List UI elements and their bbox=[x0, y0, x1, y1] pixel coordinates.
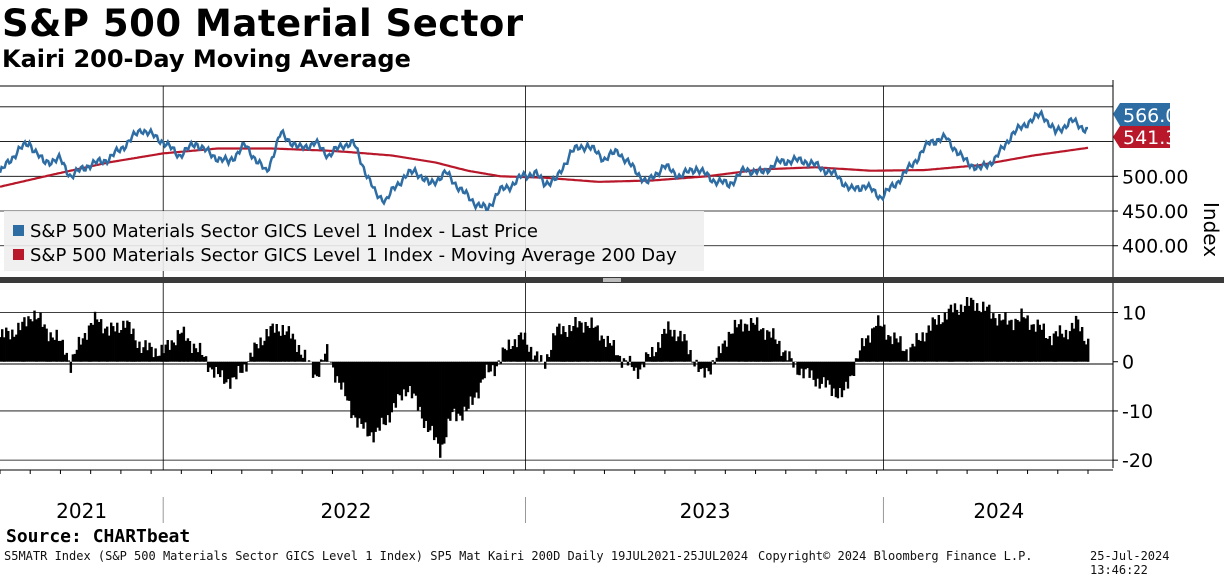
kairi-bar bbox=[540, 355, 542, 362]
lower-tick-label: 10 bbox=[1122, 303, 1146, 325]
kairi-bar bbox=[304, 350, 306, 362]
lower-tick-label: -10 bbox=[1122, 401, 1153, 423]
kairi-bar bbox=[905, 349, 907, 361]
legend-swatch-price bbox=[13, 225, 24, 236]
kairi-bar bbox=[629, 356, 631, 362]
kairi-bar bbox=[695, 360, 697, 362]
legend-label-price: S&P 500 Materials Sector GICS Level 1 In… bbox=[30, 221, 538, 242]
kairi-bar bbox=[205, 356, 207, 362]
kairi-bar bbox=[792, 362, 794, 368]
kairi-bar bbox=[536, 351, 538, 361]
kairi-bar bbox=[326, 344, 328, 362]
kairi-bar bbox=[68, 360, 70, 361]
footer-copyright: Copyright© 2024 Bloomberg Finance L.P. bbox=[758, 549, 1033, 563]
lower-axis-ticks: 10 0 -10 -20 bbox=[1113, 303, 1153, 473]
upper-tick-label: 450.00 bbox=[1122, 201, 1188, 223]
kairi-bar bbox=[245, 362, 247, 372]
upper-tick-label: 400.00 bbox=[1122, 236, 1188, 258]
x-tick-label: 2023 bbox=[680, 499, 731, 523]
kairi-bar bbox=[712, 360, 714, 362]
upper-axis-ticks: 400.00 450.00 500.00 bbox=[1113, 166, 1188, 257]
footer-timestamp: 25-Jul-2024 13:46:22 bbox=[1090, 549, 1224, 577]
source-label: Source: CHARTbeat bbox=[6, 526, 190, 547]
lower-tick-label: -20 bbox=[1122, 450, 1153, 472]
kairi-bar bbox=[790, 358, 792, 362]
x-tick-label: 2021 bbox=[56, 499, 107, 523]
footer-ticker-info: S5MATR Index (S&P 500 Materials Sector G… bbox=[4, 549, 748, 563]
kairi-bar bbox=[784, 351, 786, 362]
kairi-bar bbox=[689, 350, 691, 362]
price-last-value: 566.07 bbox=[1123, 105, 1189, 127]
legend-swatch-ma bbox=[13, 249, 24, 260]
y-axis-label: Index bbox=[1199, 202, 1223, 257]
kairi-bar bbox=[1087, 339, 1089, 362]
kairi-bar bbox=[500, 362, 502, 364]
kairi-bar bbox=[70, 362, 72, 373]
kairi-bar bbox=[544, 362, 546, 369]
kairi-bar bbox=[619, 356, 621, 362]
kairi-bar bbox=[621, 362, 623, 368]
kairi-bar bbox=[498, 360, 500, 361]
kairi-bar bbox=[308, 360, 310, 361]
x-tick-label: 2024 bbox=[973, 499, 1024, 523]
separator-handle[interactable] bbox=[603, 278, 621, 282]
lower-tick-label: 0 bbox=[1122, 352, 1134, 374]
ma-last-value: 541.34 bbox=[1123, 127, 1189, 149]
x-tick-label: 2022 bbox=[321, 499, 372, 523]
kairi-bar bbox=[538, 362, 540, 363]
x-axis-labels: 2021 2022 2023 2024 bbox=[0, 470, 1088, 523]
legend-label-ma: S&P 500 Materials Sector GICS Level 1 In… bbox=[30, 245, 677, 266]
kairi-bar bbox=[625, 360, 627, 361]
upper-tick-label: 500.00 bbox=[1122, 166, 1188, 188]
